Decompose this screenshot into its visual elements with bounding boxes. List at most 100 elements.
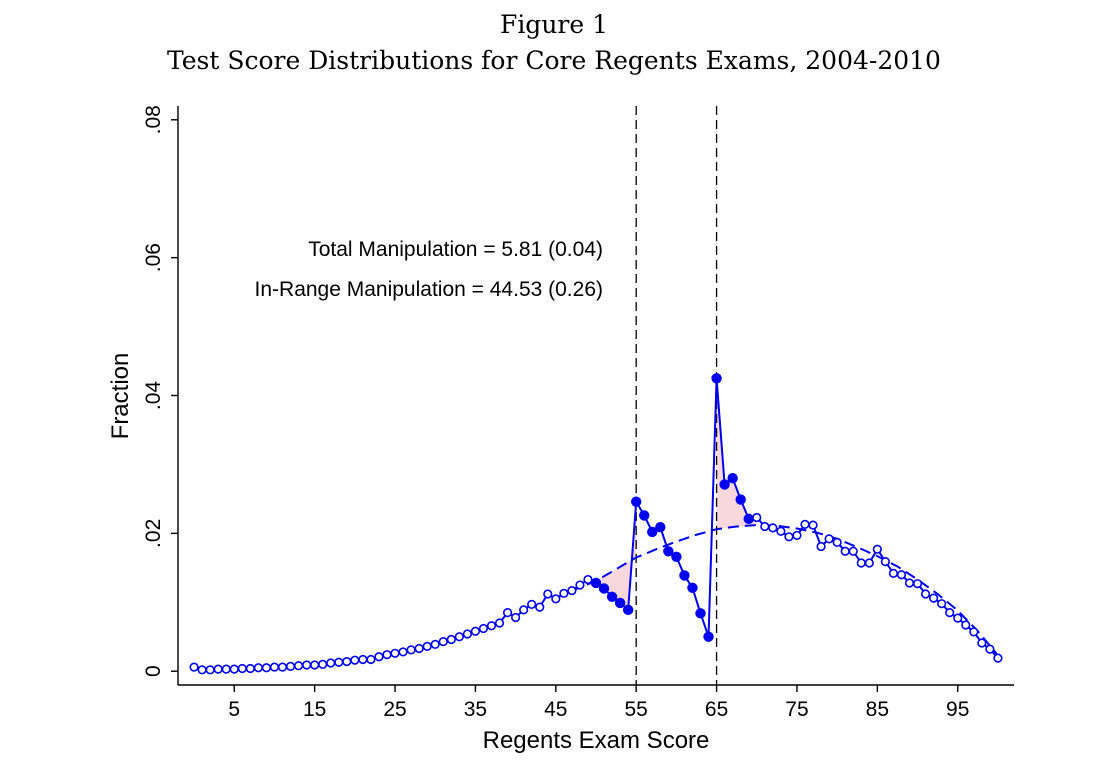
x-tick-label: 75 (785, 698, 808, 721)
data-point (502, 608, 513, 618)
data-point (382, 650, 392, 660)
data-point (406, 645, 416, 655)
data-point-filled (711, 373, 722, 384)
data-point (269, 662, 280, 672)
data-point (937, 599, 947, 609)
data-point (575, 580, 585, 590)
data-point-filled (590, 577, 602, 589)
data-point (213, 664, 223, 674)
total-manipulation-label: Total Manipulation = 5.81 (0.04) (308, 238, 603, 261)
data-point (872, 544, 882, 554)
distribution-line (193, 377, 999, 671)
data-point-filled (687, 582, 698, 594)
data-point-filled (622, 604, 634, 616)
score-distribution (189, 373, 1003, 675)
y-tick-label: .06 (142, 243, 165, 272)
data-point (920, 589, 931, 599)
data-point (929, 593, 939, 603)
data-point-filled (719, 479, 730, 490)
x-tick-label: 85 (866, 698, 889, 721)
data-point (390, 648, 400, 658)
data-point (197, 665, 207, 675)
data-point (535, 602, 545, 612)
data-point (229, 664, 239, 674)
data-point-filled (655, 521, 666, 533)
data-point (953, 613, 963, 623)
data-point-filled (598, 583, 610, 594)
data-point (245, 663, 255, 674)
data-point (888, 568, 899, 578)
data-point (326, 658, 336, 668)
x-tick-label: 15 (303, 698, 326, 721)
data-point (912, 579, 923, 589)
data-point-filled (614, 597, 626, 609)
data-point (840, 546, 850, 556)
manipulation-region (716, 378, 757, 530)
data-point (792, 530, 802, 541)
data-point-filled (671, 551, 682, 562)
data-point (543, 589, 553, 599)
axes: 0 .02 .04 .06 .08 5 15 25 35 45 55 65 75 85 95 (142, 105, 1014, 721)
data-point (358, 654, 368, 665)
data-point-filled (735, 494, 746, 505)
manipulation-shading (596, 378, 757, 610)
manipulation-region (596, 501, 637, 610)
figure-number: Figure 1 (499, 10, 609, 39)
y-tick-label: .08 (142, 105, 165, 134)
data-point (864, 558, 874, 568)
data-point (350, 655, 360, 665)
data-point-filled (663, 546, 674, 557)
data-point-filled (679, 570, 690, 581)
data-point (896, 570, 907, 580)
data-point (366, 654, 376, 665)
data-point (398, 647, 408, 657)
data-point (808, 520, 818, 530)
y-tick-label: .04 (142, 381, 165, 411)
counterfactual-fit (555, 524, 999, 657)
data-point (478, 623, 489, 634)
data-point-filled (639, 510, 650, 521)
data-point (221, 664, 231, 674)
data-point (760, 521, 770, 532)
data-point (293, 661, 304, 671)
data-point (422, 641, 432, 652)
data-point (583, 574, 593, 585)
data-point (285, 661, 296, 671)
data-point (519, 605, 529, 615)
data-point (430, 639, 440, 649)
x-tick-label: 65 (705, 698, 728, 721)
x-tick-label: 25 (383, 698, 406, 721)
data-point (342, 656, 352, 667)
reference-lines (635, 106, 718, 685)
data-point (776, 526, 786, 536)
data-point-filled (630, 496, 642, 507)
data-point (470, 626, 481, 636)
data-point (462, 629, 472, 639)
data-point (511, 612, 521, 623)
data-point (486, 621, 497, 631)
x-axis-label: Regents Exam Score (483, 727, 710, 754)
fit-line (555, 524, 999, 657)
x-tick-label: 55 (625, 698, 648, 721)
data-point (374, 652, 384, 662)
data-point (438, 636, 448, 647)
data-point (768, 523, 778, 533)
y-axis-label: Fraction (107, 353, 134, 440)
data-point (334, 657, 344, 667)
x-tick-label: 95 (946, 698, 969, 721)
data-point (969, 627, 979, 637)
data-point (559, 588, 569, 598)
in-range-manipulation-label: In-Range Manipulation = 44.53 (0.26) (255, 278, 603, 301)
data-point (494, 618, 505, 628)
data-point (800, 519, 810, 529)
data-point (205, 665, 215, 675)
data-point-filled (743, 513, 754, 525)
x-tick-label: 45 (544, 698, 567, 721)
data-point (277, 662, 288, 672)
data-point (189, 662, 199, 672)
data-point (310, 660, 320, 670)
data-point-filled (647, 526, 658, 538)
y-tick-label: .02 (142, 519, 165, 548)
data-point (318, 659, 328, 669)
